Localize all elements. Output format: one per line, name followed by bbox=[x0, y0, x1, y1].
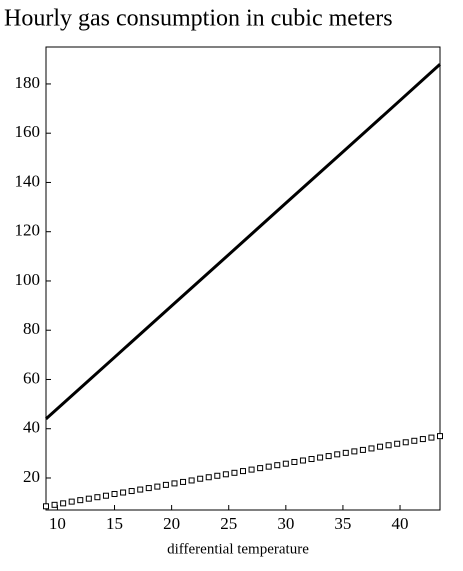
y-tick-label: 140 bbox=[15, 171, 41, 190]
square-marker bbox=[342, 449, 349, 456]
square-marker bbox=[419, 436, 426, 443]
square-marker bbox=[43, 503, 49, 510]
plot-frame bbox=[45, 46, 441, 511]
y-tick-label: 20 bbox=[23, 467, 40, 486]
square-marker bbox=[385, 442, 392, 449]
x-tick-label: 30 bbox=[277, 514, 294, 533]
square-marker bbox=[111, 490, 118, 497]
x-tick-label: 10 bbox=[49, 514, 66, 533]
y-tick-label: 40 bbox=[23, 418, 40, 437]
square-marker bbox=[214, 472, 221, 479]
square-marker bbox=[402, 439, 409, 446]
square-marker bbox=[334, 451, 341, 458]
y-tick-label: 100 bbox=[15, 270, 41, 289]
square-marker bbox=[248, 466, 255, 473]
line bbox=[44, 63, 442, 420]
square-marker bbox=[205, 474, 212, 481]
square-marker bbox=[94, 494, 101, 501]
chart-title: Hourly gas consumption in cubic meters bbox=[4, 6, 393, 32]
square-marker bbox=[282, 460, 289, 467]
x-tick-label: 35 bbox=[334, 514, 351, 533]
y-tick-label: 180 bbox=[15, 73, 41, 92]
square-marker bbox=[180, 478, 187, 485]
square-marker bbox=[188, 477, 195, 484]
y-tick-label: 160 bbox=[15, 122, 41, 141]
square-marker bbox=[428, 434, 435, 441]
square-marker bbox=[437, 433, 443, 440]
square-marker bbox=[299, 457, 306, 464]
square-marker bbox=[60, 500, 67, 507]
square-marker bbox=[308, 456, 315, 463]
square-marker bbox=[351, 448, 358, 455]
square-marker bbox=[377, 443, 384, 450]
square-marker bbox=[145, 485, 152, 492]
square-marker bbox=[274, 462, 281, 469]
square-marker bbox=[291, 458, 298, 465]
square-marker bbox=[137, 486, 144, 493]
square-marker bbox=[77, 497, 84, 504]
square-marker bbox=[411, 437, 418, 444]
y-tick-label: 120 bbox=[15, 221, 41, 240]
square-marker bbox=[154, 483, 161, 490]
square-marker bbox=[257, 465, 264, 472]
square-marker bbox=[128, 488, 135, 495]
square-marker bbox=[171, 480, 178, 487]
square-marker bbox=[120, 489, 127, 496]
square-marker bbox=[85, 495, 92, 502]
square-marker bbox=[51, 501, 58, 508]
square-marker bbox=[317, 454, 324, 461]
square-marker bbox=[68, 498, 75, 505]
x-tick-label: 40 bbox=[392, 514, 409, 533]
square-marker bbox=[368, 445, 375, 452]
square-marker bbox=[162, 481, 169, 488]
y-tick-label: 60 bbox=[23, 368, 40, 387]
x-tick-label: 25 bbox=[220, 514, 237, 533]
square-marker bbox=[265, 463, 272, 470]
square-marker bbox=[325, 453, 332, 460]
square-marker bbox=[231, 469, 238, 476]
square-marker bbox=[102, 492, 109, 499]
x-tick-label: 20 bbox=[163, 514, 180, 533]
square-marker bbox=[240, 468, 246, 475]
square-marker bbox=[359, 446, 366, 453]
square-marker bbox=[197, 475, 204, 482]
x-tick-label: 15 bbox=[106, 514, 123, 533]
square-marker bbox=[394, 440, 401, 447]
x-axis-label: differential temperature bbox=[167, 541, 309, 557]
square-marker bbox=[222, 471, 229, 478]
y-tick-label: 80 bbox=[23, 319, 40, 338]
